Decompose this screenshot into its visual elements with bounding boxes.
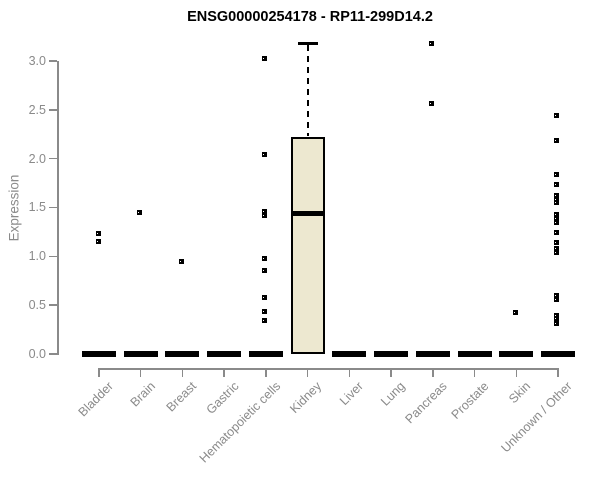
y-tick-label: 0.5 bbox=[28, 298, 46, 313]
outlier-point bbox=[95, 231, 101, 237]
x-tick-label: Gastric bbox=[203, 379, 242, 417]
x-tick bbox=[348, 369, 351, 377]
x-tick-label: Bladder bbox=[75, 379, 116, 420]
chart-title: ENSG00000254178 - RP11-299D14.2 bbox=[187, 9, 433, 25]
zero-line-bar bbox=[82, 351, 116, 357]
outlier-point bbox=[262, 208, 268, 214]
zero-line-bar bbox=[123, 351, 158, 357]
zero-line-bar bbox=[332, 351, 367, 357]
box bbox=[290, 137, 325, 354]
y-tick bbox=[49, 255, 57, 258]
x-tick bbox=[473, 369, 476, 377]
y-tick-label: 2.5 bbox=[28, 102, 46, 117]
outlier-point bbox=[554, 219, 560, 225]
outlier-point bbox=[178, 258, 184, 264]
outlier-point bbox=[554, 249, 560, 255]
outlier-point bbox=[95, 239, 101, 245]
outlier-point bbox=[554, 296, 560, 302]
outlier-point bbox=[554, 200, 560, 206]
x-tick bbox=[181, 369, 184, 377]
x-tick-label: Hematopoietic cells bbox=[196, 379, 283, 466]
y-tick-label: 2.0 bbox=[28, 151, 46, 166]
outlier-point bbox=[554, 230, 560, 236]
upper-whisker bbox=[306, 45, 309, 137]
x-axis-line bbox=[98, 368, 559, 370]
x-tick-label: Pancreas bbox=[402, 379, 450, 427]
y-tick bbox=[49, 304, 57, 306]
outlier-point bbox=[262, 308, 268, 314]
outlier-point bbox=[554, 171, 560, 177]
outlier-point bbox=[262, 318, 268, 324]
outlier-point bbox=[429, 40, 435, 46]
zero-line-bar bbox=[165, 351, 200, 357]
x-tick-label: Liver bbox=[337, 379, 367, 409]
outlier-point bbox=[554, 313, 560, 319]
x-tick bbox=[515, 369, 518, 377]
zero-line-bar bbox=[248, 351, 283, 357]
outlier-point bbox=[554, 137, 560, 143]
x-tick bbox=[557, 369, 559, 377]
x-tick-label: Brain bbox=[127, 379, 158, 410]
y-tick bbox=[49, 157, 57, 160]
zero-line-bar bbox=[207, 351, 242, 357]
outlier-point bbox=[262, 294, 268, 300]
outlier-point bbox=[262, 212, 268, 218]
x-tick bbox=[306, 369, 309, 377]
median-line bbox=[290, 210, 325, 216]
y-tick-label: 0.0 bbox=[28, 347, 46, 361]
y-tick bbox=[49, 206, 57, 209]
outlier-point bbox=[554, 181, 560, 187]
outlier-point bbox=[554, 197, 560, 203]
outlier-point bbox=[262, 255, 268, 261]
zero-line-bar bbox=[457, 351, 492, 357]
outlier-point bbox=[137, 209, 143, 215]
y-tick bbox=[49, 353, 57, 355]
outlier-point bbox=[554, 316, 560, 322]
zero-line-bar bbox=[415, 351, 450, 357]
outlier-point bbox=[262, 267, 268, 273]
y-tick bbox=[49, 60, 57, 62]
zero-line-bar bbox=[499, 351, 534, 357]
outlier-point bbox=[554, 321, 560, 327]
outlier-point bbox=[554, 215, 560, 221]
x-tick bbox=[390, 369, 392, 377]
y-tick bbox=[49, 109, 57, 111]
outlier-point bbox=[554, 211, 560, 217]
y-tick-label: 1.0 bbox=[28, 249, 46, 264]
zero-line-bar bbox=[540, 351, 575, 357]
x-tick bbox=[432, 369, 434, 377]
x-tick-label: Skin bbox=[506, 379, 534, 407]
x-tick bbox=[139, 369, 142, 377]
x-tick-label: Lung bbox=[378, 379, 408, 409]
outlier-point bbox=[554, 193, 560, 199]
x-tick bbox=[98, 369, 100, 377]
whisker-cap bbox=[297, 42, 318, 45]
x-tick bbox=[223, 369, 225, 377]
outlier-point bbox=[554, 113, 560, 119]
y-tick-label: 3.0 bbox=[28, 53, 46, 68]
y-axis-line bbox=[57, 60, 59, 355]
x-tick-label: Prostate bbox=[448, 379, 492, 422]
zero-line-bar bbox=[374, 351, 409, 357]
outlier-point bbox=[554, 246, 560, 252]
outlier-point bbox=[262, 55, 268, 61]
outlier-point bbox=[554, 292, 560, 298]
x-tick bbox=[265, 369, 267, 377]
y-tick-label: 1.5 bbox=[28, 200, 46, 215]
outlier-point bbox=[512, 309, 518, 315]
x-tick-label: Breast bbox=[163, 379, 200, 415]
outlier-point bbox=[262, 152, 268, 158]
x-tick-label: Kidney bbox=[287, 379, 325, 416]
outlier-point bbox=[554, 240, 560, 246]
outlier-point bbox=[429, 101, 435, 107]
